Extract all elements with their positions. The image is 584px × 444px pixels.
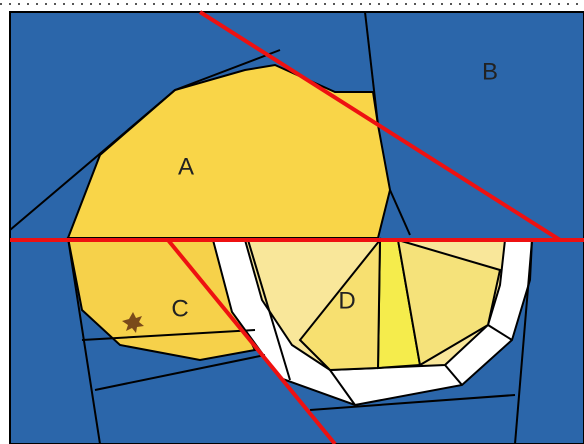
pattern-diagram: A B C D [0, 0, 584, 444]
piece-label: B [482, 58, 498, 85]
piece-label: D [338, 287, 355, 314]
page: A B C D (() => { const data = JSON.parse… [0, 0, 584, 444]
piece-label: A [178, 153, 194, 180]
piece-label: C [171, 295, 188, 322]
